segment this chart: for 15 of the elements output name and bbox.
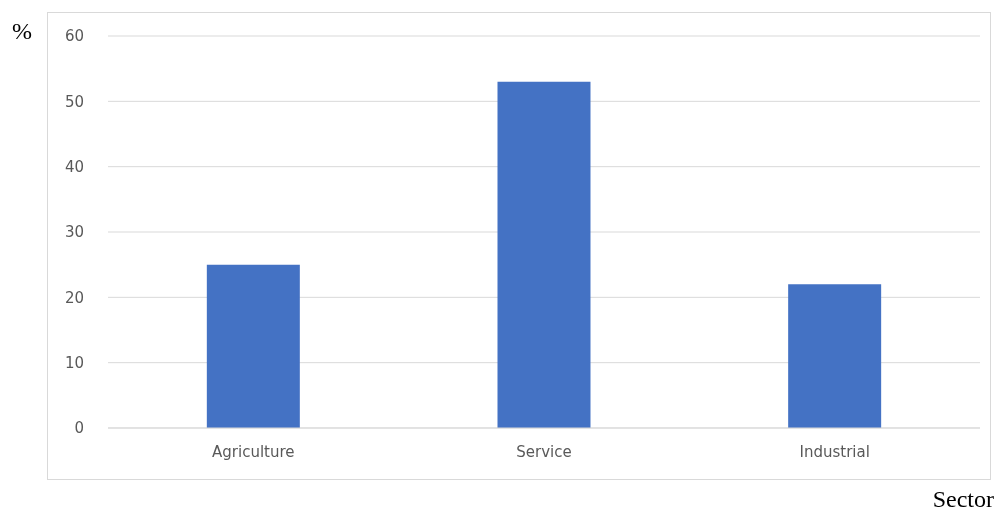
y-axis-title: % bbox=[12, 18, 32, 45]
y-tick-label: 30 bbox=[64, 223, 84, 242]
x-tick-label: Agriculture bbox=[212, 442, 295, 461]
y-tick-label: 10 bbox=[64, 353, 84, 372]
bar bbox=[497, 81, 591, 428]
x-axis-title: Sector bbox=[932, 486, 994, 512]
y-tick-label: 40 bbox=[64, 157, 84, 176]
bar bbox=[206, 264, 300, 428]
y-tick-label: 60 bbox=[64, 27, 84, 46]
x-tick-label: Industrial bbox=[799, 442, 870, 461]
y-tick-label: 50 bbox=[64, 92, 84, 111]
y-tick-label: 0 bbox=[74, 419, 84, 438]
x-tick-label: Service bbox=[516, 442, 572, 461]
bar bbox=[788, 284, 882, 428]
y-tick-label: 20 bbox=[64, 288, 84, 307]
